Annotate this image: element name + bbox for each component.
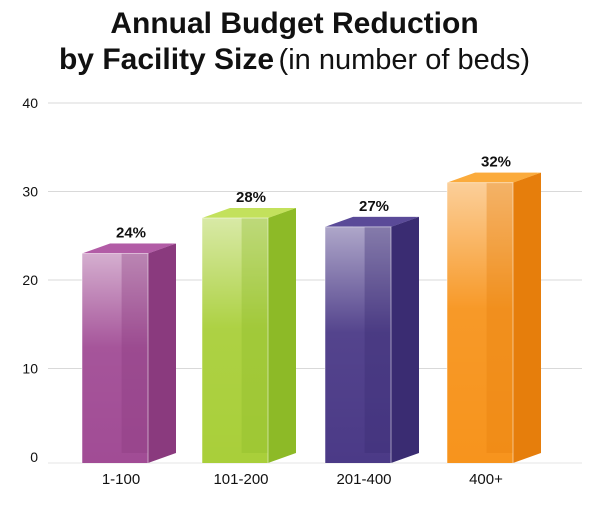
bar-highlight (447, 182, 513, 463)
bar-side-face (148, 243, 176, 463)
y-axis: 0 10 20 30 40 (22, 95, 38, 465)
chart-title: Annual Budget Reduction by Facility Size… (0, 6, 589, 83)
bar-side-face (391, 216, 419, 463)
bar-edge (446, 182, 514, 463)
data-label: 27% (359, 198, 389, 215)
bar-top-face (82, 243, 176, 254)
y-tick-label: 30 (22, 184, 38, 200)
bar-top-face (325, 216, 419, 227)
x-tick-label: 400+ (469, 471, 503, 488)
bar-inner-shade (364, 226, 391, 453)
data-label: 32% (481, 154, 511, 171)
bars: 24% 28% 27% 32% (81, 154, 541, 463)
chart-title-line2: by Facility Size (in number of beds) (0, 42, 589, 83)
bar-highlight (202, 218, 268, 463)
bar-side-face (268, 208, 296, 463)
bar-edge (81, 252, 149, 463)
x-tick-label: 201-400 (336, 471, 391, 488)
bar-edge (201, 217, 269, 463)
bar-inner-shade (121, 253, 148, 453)
bar-highlight (325, 226, 391, 463)
bar-side-face (513, 172, 541, 463)
y-tick-label: 40 (22, 95, 38, 111)
x-tick-label: 101-200 (213, 471, 268, 488)
bar-400+: 32% (446, 154, 541, 463)
y-tick-label: 20 (22, 272, 38, 288)
data-label: 24% (116, 224, 146, 241)
x-tick-label: 1-100 (102, 471, 140, 488)
bar-201-400: 27% (324, 198, 419, 463)
bar-101-200: 28% (201, 189, 296, 463)
bar-1-100: 24% (81, 224, 176, 463)
bar-highlight (82, 253, 148, 463)
bar-inner-shade (486, 182, 513, 453)
bar-edge (324, 226, 392, 463)
data-label: 28% (236, 189, 266, 206)
y-tick-label: 0 (30, 449, 38, 465)
bar-top-face (202, 208, 296, 219)
chart-title-bold: by Facility Size (58, 43, 275, 76)
x-axis: 1-100 101-200 201-400 400+ (102, 471, 503, 488)
bar-inner-shade (241, 218, 268, 453)
chart-title-line1: Annual Budget Reduction (110, 7, 479, 40)
chart-title-subtitle: (in number of beds) (278, 44, 530, 76)
bar-top-face (447, 172, 541, 183)
y-tick-label: 10 (22, 361, 38, 377)
